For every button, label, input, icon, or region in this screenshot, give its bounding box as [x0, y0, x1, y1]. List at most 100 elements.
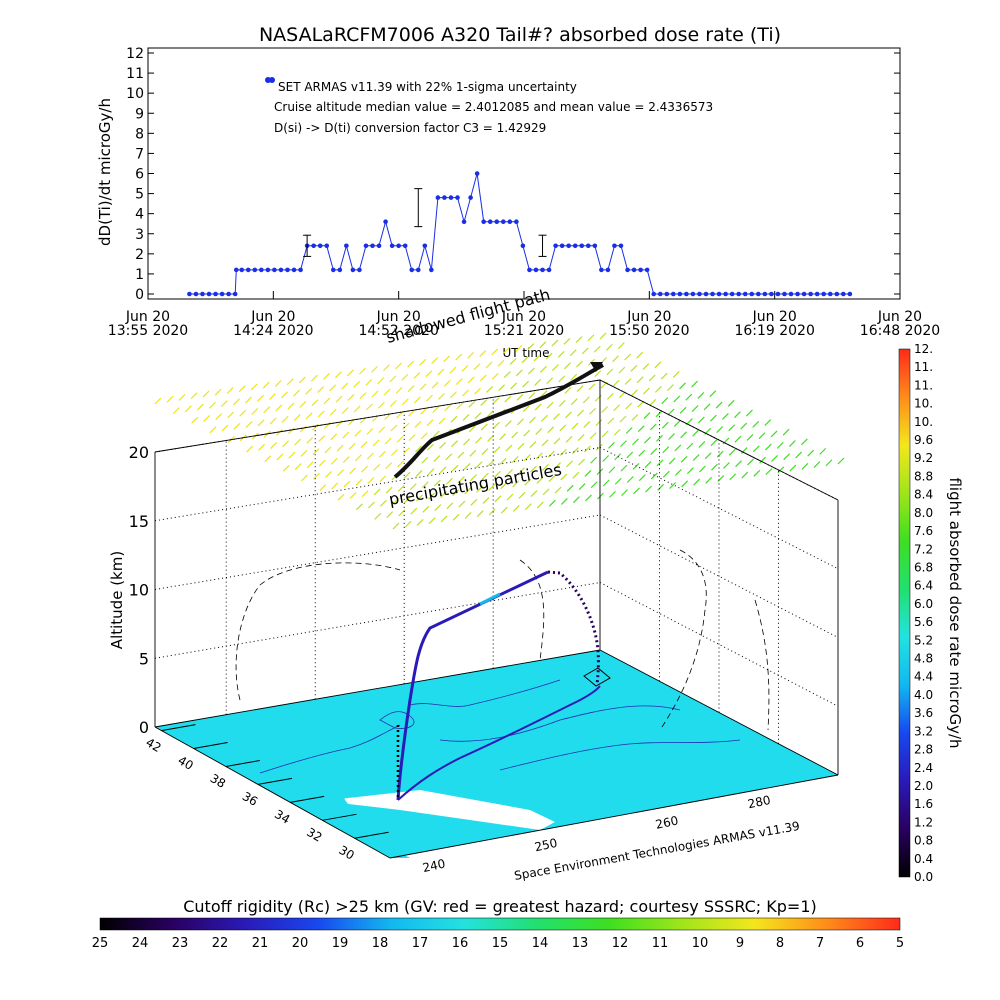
precipitation-mark: [439, 466, 447, 474]
precipitation-mark: [609, 490, 616, 498]
precipitation-mark: [313, 472, 320, 480]
precipitation-mark: [269, 417, 277, 425]
precipitation-mark: [668, 433, 675, 441]
data-point: [540, 267, 545, 273]
precipitation-mark: [305, 387, 313, 395]
precipitation-mark: [246, 445, 253, 453]
border-line: [259, 724, 401, 774]
precipitation-mark: [462, 414, 470, 421]
precipitation-mark: [458, 500, 466, 508]
precipitation-mark: [618, 366, 626, 374]
precipitation-mark: [578, 483, 586, 490]
precipitation-mark: [469, 449, 477, 457]
data-point: [834, 291, 840, 297]
precipitation-mark: [251, 408, 259, 415]
data-point: [468, 195, 473, 200]
shadowed-flight-path: [393, 363, 604, 479]
precipitation-mark: [353, 380, 361, 388]
annotations: SET ARMAS v11.39 with 22% 1-sigma uncert…: [265, 77, 713, 135]
precipitation-mark: [569, 349, 577, 357]
data-point: [357, 267, 362, 273]
precipitation-mark: [602, 479, 610, 487]
precipitation-mark: [494, 495, 502, 503]
precipitation-mark: [541, 414, 548, 422]
precipitation-mark: [686, 442, 694, 450]
precipitation-mark: [735, 460, 742, 468]
precipitation-mark: [546, 377, 554, 385]
rigidity-colorbar-tick-label: 19: [332, 936, 349, 951]
precipitation-mark: [588, 383, 596, 391]
precipitation-mark: [494, 470, 501, 478]
precipitation-mark: [463, 438, 470, 446]
precipitation-mark: [503, 371, 511, 378]
precipitation-mark: [416, 494, 423, 502]
precipitation-mark: [499, 457, 507, 465]
precipitation-mark: [456, 402, 464, 410]
precipitation-mark: [416, 519, 424, 526]
precipitation-mark: [392, 498, 399, 505]
precipitation-mark: [505, 444, 513, 452]
data-point: [684, 291, 689, 297]
border-line: [409, 679, 561, 707]
precipitation-mark: [450, 391, 457, 399]
precipitation-mark: [740, 422, 748, 430]
precipitation-mark: [443, 355, 451, 363]
precipitation-mark: [691, 380, 698, 388]
precipitation-mark: [613, 404, 621, 412]
data-point: [494, 219, 500, 224]
precipitation-mark: [576, 385, 584, 392]
data-point: [788, 291, 794, 297]
precipitation-mark: [509, 358, 517, 365]
precipitation-mark: [662, 470, 670, 478]
precipitation-mark: [385, 462, 393, 470]
precipitation-mark: [770, 430, 778, 438]
rigidity-colorbar-tick-label: 12: [612, 936, 629, 951]
precipitation-mark: [728, 424, 736, 432]
latitude-tick-label: 42: [143, 735, 163, 755]
precipitation-mark: [445, 477, 453, 485]
precipitation-mark: [672, 371, 680, 378]
precipitation-mark: [601, 406, 609, 413]
data-point: [546, 267, 552, 273]
precipitation-mark: [576, 360, 583, 368]
precipitation-mark: [443, 379, 451, 387]
precipitation-mark: [440, 491, 447, 498]
precipitation-mark: [325, 470, 332, 478]
precipitation-mark: [215, 413, 223, 421]
precipitation-mark: [492, 421, 500, 429]
dose-colorbar-tick-label: 8.0: [914, 506, 933, 520]
precipitation-mark: [373, 463, 381, 471]
precipitation-mark: [262, 381, 270, 389]
precipitation-mark: [469, 474, 477, 482]
latitude-tick: [354, 831, 389, 839]
precipitation-mark: [613, 428, 621, 436]
x-tick-label-date: Jun 20: [626, 309, 671, 325]
data-point: [213, 291, 218, 297]
data-point: [337, 267, 343, 273]
precipitation-mark: [685, 393, 693, 401]
precipitation-mark: [523, 429, 531, 437]
precipitation-mark: [631, 413, 639, 421]
data-point: [298, 267, 303, 273]
precipitation-mark: [558, 375, 566, 383]
precipitation-mark: [433, 479, 441, 487]
precipitation-mark: [317, 386, 325, 393]
precipitation-mark: [184, 405, 192, 413]
precipitation-mark: [492, 397, 500, 405]
precipitation-mark: [642, 363, 650, 371]
precipitation-mark: [371, 365, 378, 373]
dose-colorbar-tick-label: 10.: [914, 415, 933, 429]
precipitation-mark: [420, 432, 428, 440]
dose-rate-time-series: NASALaRCFM7006 A320 Tail#? absorbed dose…: [96, 24, 940, 360]
precipitation-mark: [752, 420, 760, 428]
latitude-tick: [225, 759, 260, 767]
precipitation-mark: [746, 433, 754, 441]
precipitation-mark: [559, 448, 567, 456]
dose-colorbar-tick-label: 7.2: [914, 542, 933, 556]
data-point: [455, 195, 460, 200]
precipitation-mark: [709, 414, 717, 422]
precipitation-mark: [564, 362, 571, 370]
precipitation-mark: [433, 455, 441, 463]
precipitation-mark: [667, 408, 675, 416]
precipitation-mark: [578, 458, 586, 466]
